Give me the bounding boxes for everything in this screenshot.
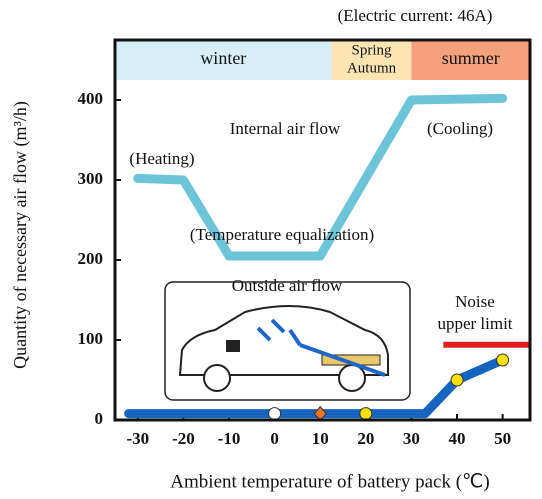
chart: (Electric current: 46A) Ambient temperat… <box>0 0 542 499</box>
car-wheel <box>204 365 230 391</box>
legend-label: Outside air flow <box>232 276 343 295</box>
noise-label: upper limit <box>437 314 512 333</box>
motor <box>226 340 240 352</box>
y-tick-label: 100 <box>78 329 104 348</box>
legend-label: Internal air flow <box>230 119 341 138</box>
x-tick-label: -10 <box>218 429 241 448</box>
x-tick-label: 30 <box>403 429 420 448</box>
annotation: (Heating) <box>129 149 194 168</box>
x-tick-label: 40 <box>449 429 466 448</box>
x-tick-label: 20 <box>357 429 374 448</box>
y-tick-label: 0 <box>95 409 104 428</box>
y-tick-label: 200 <box>78 249 104 268</box>
season-label: summer <box>442 48 500 68</box>
season-label: Autumn <box>347 60 397 76</box>
y-axis-label: Quantity of necessary air flow (m³/h) <box>10 101 31 369</box>
current-note: (Electric current: 46A) <box>338 6 493 25</box>
noise-label: Noise <box>455 292 495 311</box>
x-tick-label: -20 <box>172 429 195 448</box>
car-inset <box>165 282 410 400</box>
annotation: (Temperature equalization) <box>190 225 374 244</box>
point <box>497 354 509 366</box>
y-tick-label: 400 <box>78 89 104 108</box>
x-tick-label: 0 <box>270 429 279 448</box>
point <box>269 408 281 420</box>
car-wheel <box>339 365 365 391</box>
y-tick-label: 300 <box>78 169 104 188</box>
point <box>360 408 372 420</box>
point <box>451 374 463 386</box>
season-label: winter <box>200 48 246 68</box>
x-tick-label: 50 <box>494 429 511 448</box>
x-axis-label: Ambient temperature of battery pack (℃) <box>170 471 489 492</box>
x-tick-label: 10 <box>312 429 329 448</box>
x-tick-label: -30 <box>126 429 149 448</box>
annotation: (Cooling) <box>427 119 493 138</box>
season-label: Spring <box>352 42 393 58</box>
